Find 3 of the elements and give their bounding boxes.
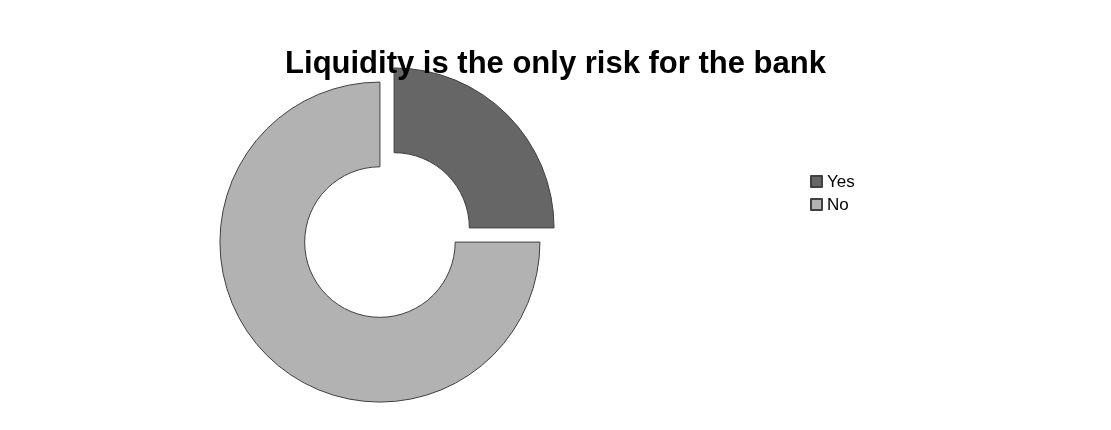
chart-title: Liquidity is the only risk for the bank bbox=[285, 45, 827, 80]
legend-label: No bbox=[827, 195, 849, 214]
legend-label: Yes bbox=[827, 172, 855, 191]
